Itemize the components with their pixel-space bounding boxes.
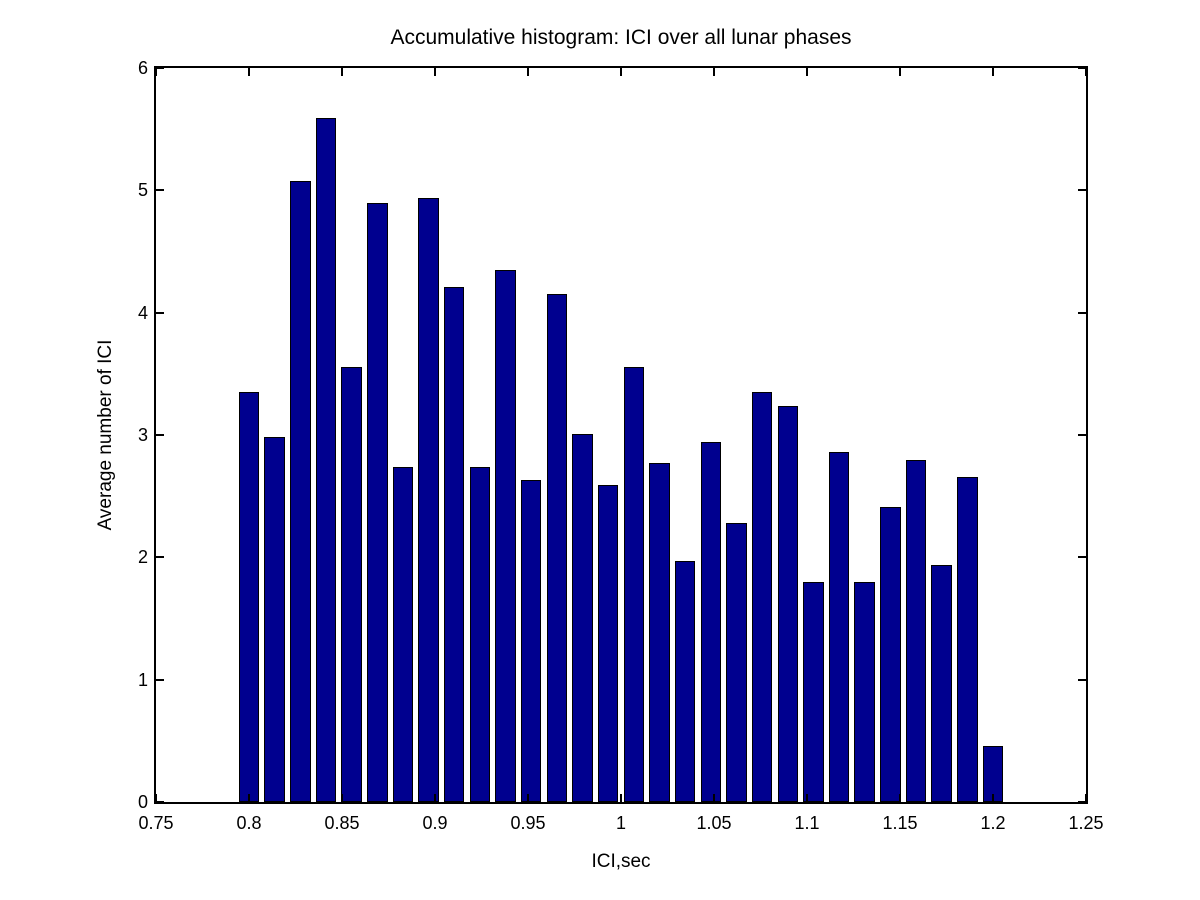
x-tick-label: 1.15 [882,813,918,833]
y-tick-mark [156,678,164,681]
plot-area [154,66,1088,804]
x-tick-mark [248,68,250,76]
histogram-bar [623,366,645,802]
histogram-bar [905,459,927,802]
histogram-bar [520,480,542,802]
histogram-bar [469,466,491,802]
y-tick-mark [156,189,164,192]
x-tick-mark [713,68,715,76]
x-tick-mark [155,68,157,76]
x-tick-mark [992,68,994,76]
x-tick-label: 0.95 [510,813,546,833]
y-tick-mark [1078,556,1086,559]
x-tick-mark [1085,68,1087,76]
histogram-bar [443,287,465,802]
histogram-bar [726,523,747,802]
y-tick-mark [156,67,164,69]
y-tick-label: 5 [137,180,148,201]
histogram-bar [751,392,773,802]
x-tick-mark [899,794,901,802]
histogram-bar [777,405,799,802]
histogram-bar [495,269,516,802]
x-tick-mark [155,794,157,802]
x-tick-label: 1.25 [1068,813,1104,833]
histogram-bar [418,197,439,802]
x-tick-mark [527,68,529,76]
y-tick-mark [1078,434,1086,436]
y-tick-mark [156,556,164,559]
histogram-bar [597,485,619,802]
x-tick-label: 0.75 [138,813,174,833]
x-tick-label: 0.85 [324,813,360,833]
histogram-bar [828,452,850,802]
y-tick-label: 4 [137,302,148,323]
histogram-bar [264,437,285,802]
histogram-bar [803,581,824,802]
histogram-bar [341,366,362,802]
histogram-bar [238,392,260,802]
x-tick-label: 0.8 [236,813,262,833]
x-tick-mark [806,794,808,802]
x-tick-label: 1.05 [696,813,732,833]
histogram-bar [854,581,875,802]
histogram-bar [674,561,696,802]
y-tick-mark [1078,67,1086,69]
x-tick-mark [899,68,901,76]
x-tick-mark [434,68,436,76]
y-tick-mark [1078,678,1086,681]
histogram-bar [290,180,311,802]
y-tick-label: 3 [137,425,148,445]
histogram-bar [880,507,901,802]
histogram-bar [700,442,722,802]
x-tick-mark [527,794,529,802]
y-tick-mark [1078,311,1086,314]
y-tick-label: 1 [137,669,148,690]
y-tick-mark [156,434,164,436]
histogram-bar [367,202,388,802]
x-tick-label: 1.2 [980,813,1006,833]
y-tick-mark [156,311,164,314]
x-tick-mark [713,794,715,802]
x-tick-mark [620,794,622,802]
x-tick-mark [341,794,343,802]
histogram-bar [957,476,978,802]
x-tick-mark [434,794,436,802]
x-tick-label: 1 [615,813,627,833]
histogram-bar [392,466,414,802]
x-tick-label: 1.1 [794,813,820,833]
histogram-bar [649,463,670,802]
y-tick-label: 0 [137,792,148,812]
x-tick-mark [806,68,808,76]
histogram-bar [572,433,593,802]
x-tick-label: 0.9 [422,813,448,833]
y-tick-label: 6 [137,58,148,78]
x-tick-mark [1085,794,1087,802]
histogram-bar [931,564,952,802]
y-tick-label: 2 [137,547,148,568]
x-tick-mark [248,794,250,802]
x-tick-mark [341,68,343,76]
histogram-bar [315,118,337,802]
y-tick-mark [156,801,164,803]
x-tick-mark [992,794,994,802]
x-axis-label: ICI,sec [591,851,651,872]
y-tick-mark [1078,801,1086,803]
histogram-bar [546,294,568,802]
y-tick-mark [1078,189,1086,192]
chart-title: Accumulative histogram: ICI over all lun… [390,26,852,49]
x-tick-mark [620,68,622,76]
